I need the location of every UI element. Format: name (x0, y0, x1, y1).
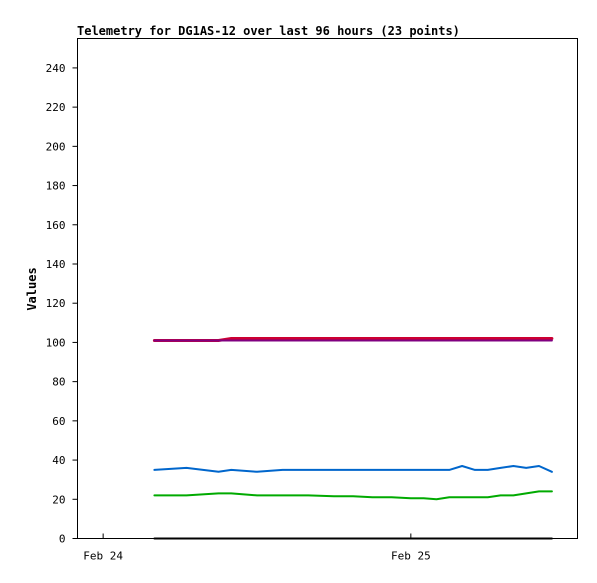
y-tick-label: 40 (52, 454, 65, 467)
y-tick-label: 180 (46, 180, 66, 193)
plot-frame (77, 38, 578, 539)
y-tick-label: 240 (46, 62, 66, 75)
y-tick-label: 20 (52, 493, 65, 506)
series-line-2 (153, 465, 553, 473)
series-line-3 (153, 490, 553, 501)
series-line-0 (152, 337, 554, 342)
y-tick-label: 120 (46, 297, 66, 310)
x-axis-ticks: Feb 24 Feb 25 (83, 533, 431, 563)
x-tick-label: Feb 25 (391, 550, 431, 563)
y-axis-ticks: 0 20 40 60 80 100 120 140 160 180 200 220 240 (46, 62, 78, 546)
y-tick-label: 0 (59, 533, 66, 546)
chart-title: Telemetry for DG1AS-12 over last 96 hour… (77, 24, 460, 38)
y-tick-label: 200 (46, 140, 66, 153)
y-tick-label: 220 (46, 101, 66, 114)
series-layer (152, 337, 554, 540)
y-tick-label: 80 (52, 376, 65, 389)
y-tick-label: 160 (46, 219, 66, 232)
x-tick-label: Feb 24 (83, 550, 123, 563)
y-tick-label: 140 (46, 258, 66, 271)
y-axis-label: Values (25, 267, 39, 310)
y-tick-label: 100 (46, 336, 66, 349)
y-tick-label: 60 (52, 415, 65, 428)
